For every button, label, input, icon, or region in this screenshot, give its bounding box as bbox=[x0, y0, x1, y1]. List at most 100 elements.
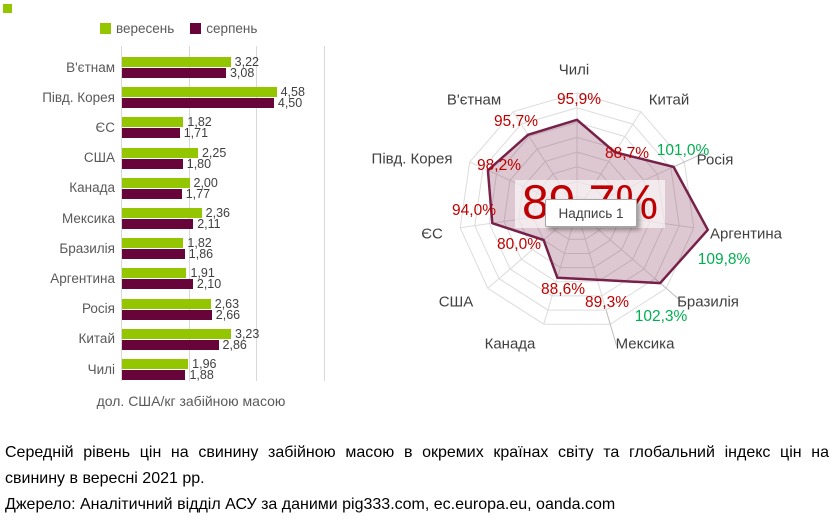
september-bar bbox=[122, 298, 211, 309]
radar-value-label: 80,0% bbox=[497, 236, 541, 253]
september-value-label: 1,82 bbox=[187, 236, 212, 251]
radar-ring bbox=[459, 92, 695, 325]
radar-value-label: 95,9% bbox=[557, 91, 601, 108]
legend-item-august: серпень bbox=[190, 21, 257, 36]
caption-line-1: Середній рівень цін на свинину забійною … bbox=[5, 444, 829, 461]
bar-category-label: Канада bbox=[69, 180, 115, 196]
september-value-label: 2,63 bbox=[214, 296, 240, 311]
radar-value-label: 88,6% bbox=[541, 281, 585, 298]
august-legend-swatch-icon bbox=[190, 22, 202, 34]
radar-category-label: Китай bbox=[648, 91, 690, 109]
radar-spoke bbox=[576, 210, 611, 325]
bar-category-label: В'єтнам bbox=[66, 59, 115, 75]
bar-category-label: Чилі bbox=[87, 361, 115, 377]
caption-source: Джерело: Аналітичний відділ АСУ за даним… bbox=[5, 496, 616, 513]
caption-line-2: свинину в вересні 2021 рр. bbox=[5, 470, 205, 487]
august-bar bbox=[122, 370, 186, 380]
august-value-label: 2,11 bbox=[197, 217, 221, 231]
bar-chart: вересень серпень В'єтнам 3,22 3,08 Півд. Ко… bbox=[0, 0, 372, 435]
radar-value-label: 102,3% bbox=[634, 308, 688, 325]
legend-label-september: вересень bbox=[116, 20, 175, 36]
august-value-label: 1,77 bbox=[185, 186, 211, 201]
legend-item-september: вересень bbox=[100, 21, 174, 36]
caption-block: Середній рівень цін на свинину забійною … bbox=[5, 440, 829, 518]
radar-category-label: Росія bbox=[696, 151, 734, 169]
september-value-label: 4,58 bbox=[280, 85, 305, 100]
september-bar bbox=[122, 147, 198, 158]
september-value-label: 3,23 bbox=[235, 326, 260, 341]
august-bar bbox=[122, 219, 194, 229]
august-value-label: 2,86 bbox=[222, 337, 247, 352]
september-bar bbox=[122, 328, 231, 339]
september-value-label: 2,25 bbox=[201, 145, 227, 160]
august-value-label: 4,50 bbox=[277, 96, 303, 111]
september-bar bbox=[122, 177, 190, 188]
august-bar bbox=[122, 188, 182, 199]
textbox-tooltip: Надпись 1 bbox=[545, 199, 637, 227]
bar-chart-axis-title: дол. США/кг забійною масою bbox=[96, 393, 286, 409]
bar-category-label: Мексика bbox=[62, 210, 115, 226]
radar-category-label: Канада bbox=[484, 335, 536, 353]
september-value-label: 3,22 bbox=[234, 55, 260, 69]
bar-category-label: Півд. Корея bbox=[42, 89, 115, 105]
august-value-label: 1,80 bbox=[186, 156, 212, 171]
radar-ring bbox=[474, 107, 680, 311]
gridline bbox=[323, 46, 325, 381]
radar-value-label: 95,7% bbox=[494, 113, 538, 130]
september-value-label: 1,91 bbox=[190, 266, 215, 281]
august-value-label: 2,10 bbox=[196, 277, 222, 292]
legend-label-august: серпень bbox=[206, 20, 258, 36]
september-value-label: 1,82 bbox=[187, 115, 212, 130]
september-value-label: 2,36 bbox=[205, 206, 230, 220]
bar-category-label: США bbox=[83, 150, 115, 166]
september-bar bbox=[122, 208, 202, 218]
august-value-label: 1,88 bbox=[189, 368, 214, 382]
august-bar bbox=[122, 128, 180, 139]
august-value-label: 1,71 bbox=[183, 126, 209, 141]
radar-category-label: Мексика bbox=[615, 335, 675, 353]
radar-value-label: 94,0% bbox=[452, 202, 496, 219]
radar-value-label: 89,3% bbox=[585, 294, 629, 311]
label-leader-line bbox=[605, 310, 617, 346]
radar-category-label: В'єтнам bbox=[446, 91, 502, 109]
bar-category-label: Аргентина bbox=[50, 270, 115, 286]
august-value-label: 1,86 bbox=[188, 247, 214, 262]
radar-ring bbox=[503, 136, 651, 283]
august-bar bbox=[122, 98, 274, 109]
september-value-label: 1,96 bbox=[192, 357, 217, 371]
september-value-label: 2,00 bbox=[193, 175, 218, 190]
radar-value-label: 109,8% bbox=[697, 251, 751, 268]
august-bar bbox=[122, 68, 226, 78]
september-bar bbox=[122, 359, 189, 369]
august-bar bbox=[122, 339, 219, 350]
radar-value-label: 88,7% bbox=[605, 145, 649, 162]
august-bar bbox=[122, 309, 212, 320]
september-bar bbox=[122, 268, 187, 279]
august-value-label: 2,66 bbox=[215, 307, 241, 322]
bar-category-label: Китай bbox=[78, 331, 116, 347]
radar-category-label: Бразилія bbox=[677, 293, 739, 311]
radar-category-label: Чилі bbox=[558, 61, 590, 79]
september-bar bbox=[122, 238, 184, 249]
september-bar bbox=[122, 57, 231, 67]
radar-spoke bbox=[543, 210, 578, 325]
bar-category-label: Бразилія bbox=[59, 240, 115, 256]
september-bar bbox=[122, 117, 184, 128]
september-legend-swatch-icon bbox=[100, 22, 111, 34]
august-value-label: 3,08 bbox=[229, 66, 255, 80]
gridline bbox=[121, 46, 122, 381]
september-bar bbox=[122, 87, 277, 98]
august-bar bbox=[122, 158, 183, 169]
radar-value-label: 98,2% bbox=[477, 157, 521, 174]
radar-ring bbox=[488, 121, 666, 297]
radar-value-label: 101,0% bbox=[656, 142, 710, 159]
radar-category-label: Півд. Корея bbox=[371, 150, 453, 168]
radar-category-label: ЄС bbox=[421, 225, 443, 243]
bar-chart-legend: вересень серпень bbox=[100, 20, 257, 36]
radar-category-label: США bbox=[438, 293, 474, 311]
august-bar bbox=[122, 279, 193, 290]
radar-chart: Чилі 95,9% Китай 88,7% Росія 101,0% Аргентина 1… bbox=[360, 45, 834, 390]
green-square-mark-icon bbox=[3, 4, 12, 13]
bar-category-label: Росія bbox=[82, 301, 115, 317]
